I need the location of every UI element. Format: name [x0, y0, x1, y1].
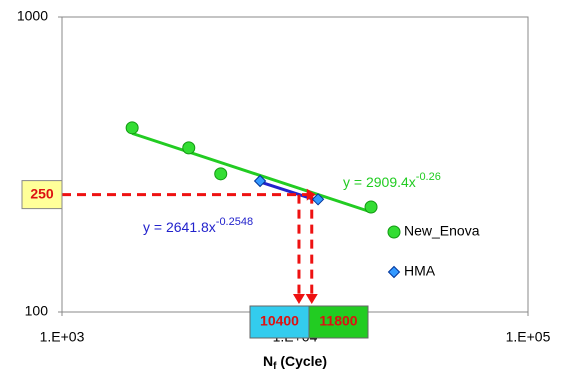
x-axis-title-subscript: f: [273, 361, 277, 372]
annotation-label: 11800: [319, 313, 357, 329]
data-point: [253, 174, 267, 188]
x-tick-label: 1.E+03: [40, 329, 85, 345]
data-point: [125, 121, 139, 135]
x-axis-title-suffix: (Cycle): [276, 353, 327, 369]
y-tick-label: 1000: [17, 8, 48, 24]
annotation-box: [21, 180, 63, 210]
equation-exponent: -0.26: [416, 171, 441, 183]
legend-label: HMA: [404, 263, 436, 279]
annotation-box: [308, 305, 369, 339]
arrow-head: [292, 294, 305, 304]
annotation-label: 10400: [260, 313, 299, 329]
data-point: [311, 193, 325, 206]
legend-label: New_Enova: [404, 223, 480, 239]
trendline-equation: y = 2641.8x-0.2548: [143, 216, 253, 235]
arrow-head: [305, 294, 318, 304]
equation-main: y = 2641.8x: [143, 219, 216, 235]
legend-marker: [387, 225, 401, 239]
x-axis-title-main: N: [263, 353, 273, 369]
equation-exponent: -0.2548: [216, 216, 253, 228]
plot-area: [61, 16, 529, 313]
x-axis-title: Nf (Cycle): [263, 353, 327, 372]
data-point: [214, 167, 228, 181]
trendline: [131, 131, 372, 214]
annotation-label: 250: [30, 185, 54, 201]
y-tick-label: 100: [25, 303, 49, 319]
data-point: [182, 141, 196, 155]
legend-marker: [387, 265, 401, 279]
x-tick-label: 1.E+05: [506, 329, 551, 345]
trendline-equation: y = 2909.4x-0.26: [343, 171, 441, 190]
equation-main: y = 2909.4x: [343, 174, 416, 190]
data-point: [364, 200, 378, 214]
